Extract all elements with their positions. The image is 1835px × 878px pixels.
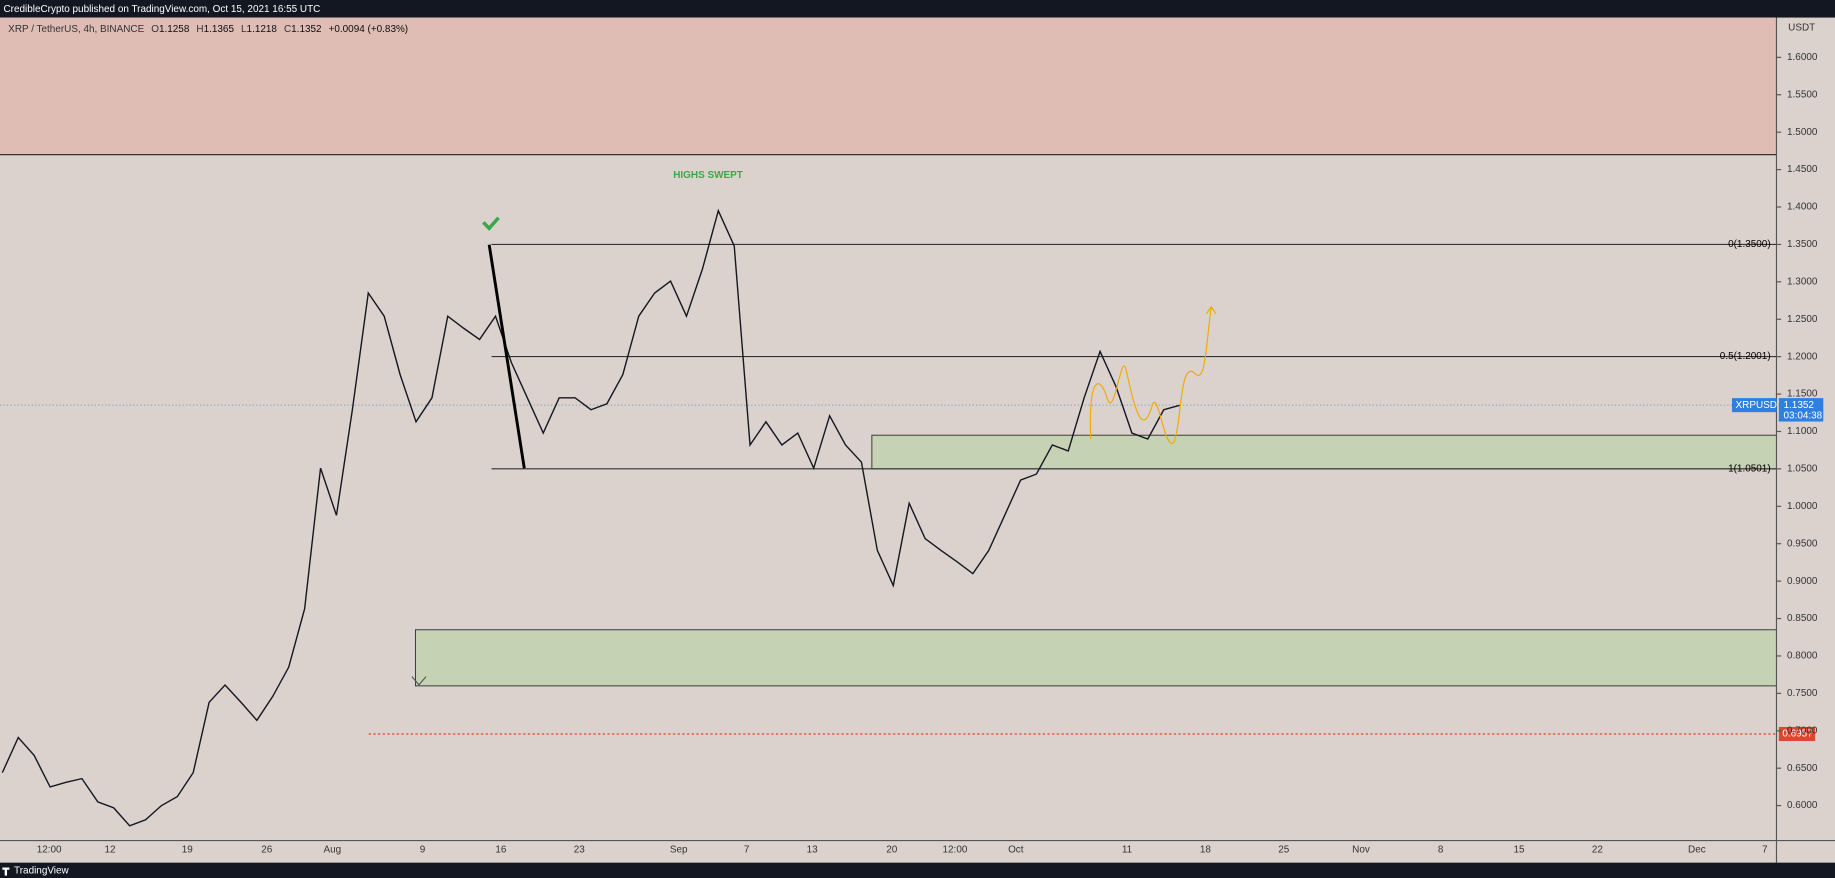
- y-tick-label: 1.1500: [1787, 389, 1818, 400]
- x-tick-label: 8: [1438, 845, 1444, 856]
- check-icon: [482, 216, 500, 231]
- y-tick-label: 1.0500: [1787, 464, 1818, 475]
- bottom-bar: [0, 862, 1835, 878]
- y-tick-label: 1.2000: [1787, 351, 1818, 362]
- top-bar: [0, 0, 1835, 18]
- fib-label: 1(1.0501): [1728, 463, 1771, 474]
- x-tick-label: 26: [261, 845, 273, 856]
- publisher-text: CredibleCrypto published on TradingView.…: [4, 4, 321, 15]
- y-tick-label: 0.9000: [1787, 576, 1818, 587]
- y-tick-label: 0.6500: [1787, 763, 1818, 774]
- brand-icon: [2, 867, 10, 876]
- fib-label: 0(1.3500): [1728, 239, 1771, 250]
- projection-path: [1089, 306, 1212, 444]
- x-tick-label: 12:00: [37, 845, 62, 856]
- trend-line: [487, 244, 526, 469]
- x-tick-label: 9: [420, 845, 426, 856]
- legend: XRP / TetherUS, 4h, BINANCE O 1.1258 H 1.136…: [8, 24, 408, 35]
- projection-arrow: [1206, 305, 1217, 315]
- x-tick-label: 16: [495, 845, 507, 856]
- price-tag: [1778, 398, 1824, 422]
- x-tick-label: Oct: [1008, 845, 1024, 856]
- y-tick-label: 1.0000: [1787, 501, 1818, 512]
- ohlc-value: 1.1218: [247, 24, 278, 35]
- x-tick-label: 20: [886, 845, 898, 856]
- y-tick-label: 1.5000: [1787, 127, 1818, 138]
- x-tick-label: 12:00: [943, 845, 968, 856]
- symbol-label: XRP / TetherUS, 4h, BINANCE: [8, 24, 144, 35]
- y-tick-label: 0.8000: [1787, 651, 1818, 662]
- price-line: [1, 208, 1180, 827]
- demand-zone: [414, 629, 1777, 687]
- marked-level-label: 0.6957: [1782, 729, 1813, 740]
- change-label: +0.0094 (+0.83%): [329, 24, 409, 35]
- plot: 0(1.3500) 0.5(1.2001) 1(1.0501) HIGHS SWEPT: [0, 17, 1777, 827]
- ohlc-key: C: [284, 24, 291, 35]
- y-tick-label: 1.3500: [1787, 239, 1818, 250]
- demand-zone: [871, 434, 1777, 470]
- x-tick-label: 12: [104, 845, 116, 856]
- x-tick-label: 7: [1762, 845, 1768, 856]
- y-tick-label: 0.7500: [1787, 688, 1818, 699]
- ohlc-value: 1.1352: [291, 24, 322, 35]
- y-tick-label: 0.7000: [1787, 725, 1818, 736]
- ohlc-key: H: [196, 24, 203, 35]
- x-tick-label: 18: [1200, 845, 1212, 856]
- y-tick-label: 1.5500: [1787, 89, 1818, 100]
- brand-text: TradingView: [14, 866, 69, 877]
- y-tick-label: 0.8500: [1787, 613, 1818, 624]
- x-tick-label: 15: [1513, 845, 1525, 856]
- marked-level-tag: [1778, 726, 1816, 742]
- y-tick-label: 1.6000: [1787, 52, 1818, 63]
- y-tick-label: 1.2500: [1787, 314, 1818, 325]
- x-tick-label: 7: [744, 845, 750, 856]
- ohlc-key: L: [241, 24, 247, 35]
- x-tick-label: 25: [1278, 845, 1290, 856]
- symbol-tag: [1732, 398, 1777, 413]
- x-tick-label: 19: [182, 845, 194, 856]
- ohlc-value: 1.1258: [159, 24, 190, 35]
- supply-zone: [0, 17, 1777, 155]
- x-tick-label: Aug: [324, 845, 342, 856]
- x-tick-label: 22: [1592, 845, 1604, 856]
- x-tick-label: 13: [807, 845, 819, 856]
- y-tick-label: 1.1000: [1787, 426, 1818, 437]
- currency-label: USDT: [1788, 23, 1815, 34]
- price-tag-label: 1.1352: [1784, 400, 1815, 411]
- fib-label: 0.5(1.2001): [1720, 351, 1771, 362]
- x-tick-label: 23: [574, 845, 586, 856]
- y-tick-label: 1.4500: [1787, 164, 1818, 175]
- x-tick-label: Nov: [1352, 845, 1370, 856]
- y-tick-label: 0.6000: [1787, 800, 1818, 811]
- y-tick-label: 1.4000: [1787, 202, 1818, 213]
- ohlc-value: 1.1365: [204, 24, 235, 35]
- y-tick-label: 1.3000: [1787, 276, 1818, 287]
- symbol-tag-label: XRPUSDT: [1736, 400, 1783, 411]
- y-tick-label: 0.9500: [1787, 538, 1818, 549]
- arrow-icon: [411, 676, 427, 686]
- x-tick-label: 11: [1122, 845, 1133, 856]
- annotation: HIGHS SWEPT: [673, 170, 743, 181]
- ohlc-key: O: [151, 24, 159, 35]
- x-tick-label: Sep: [670, 845, 688, 856]
- x-tick-label: Dec: [1688, 845, 1706, 856]
- countdown-label: 03:04:38: [1784, 410, 1823, 421]
